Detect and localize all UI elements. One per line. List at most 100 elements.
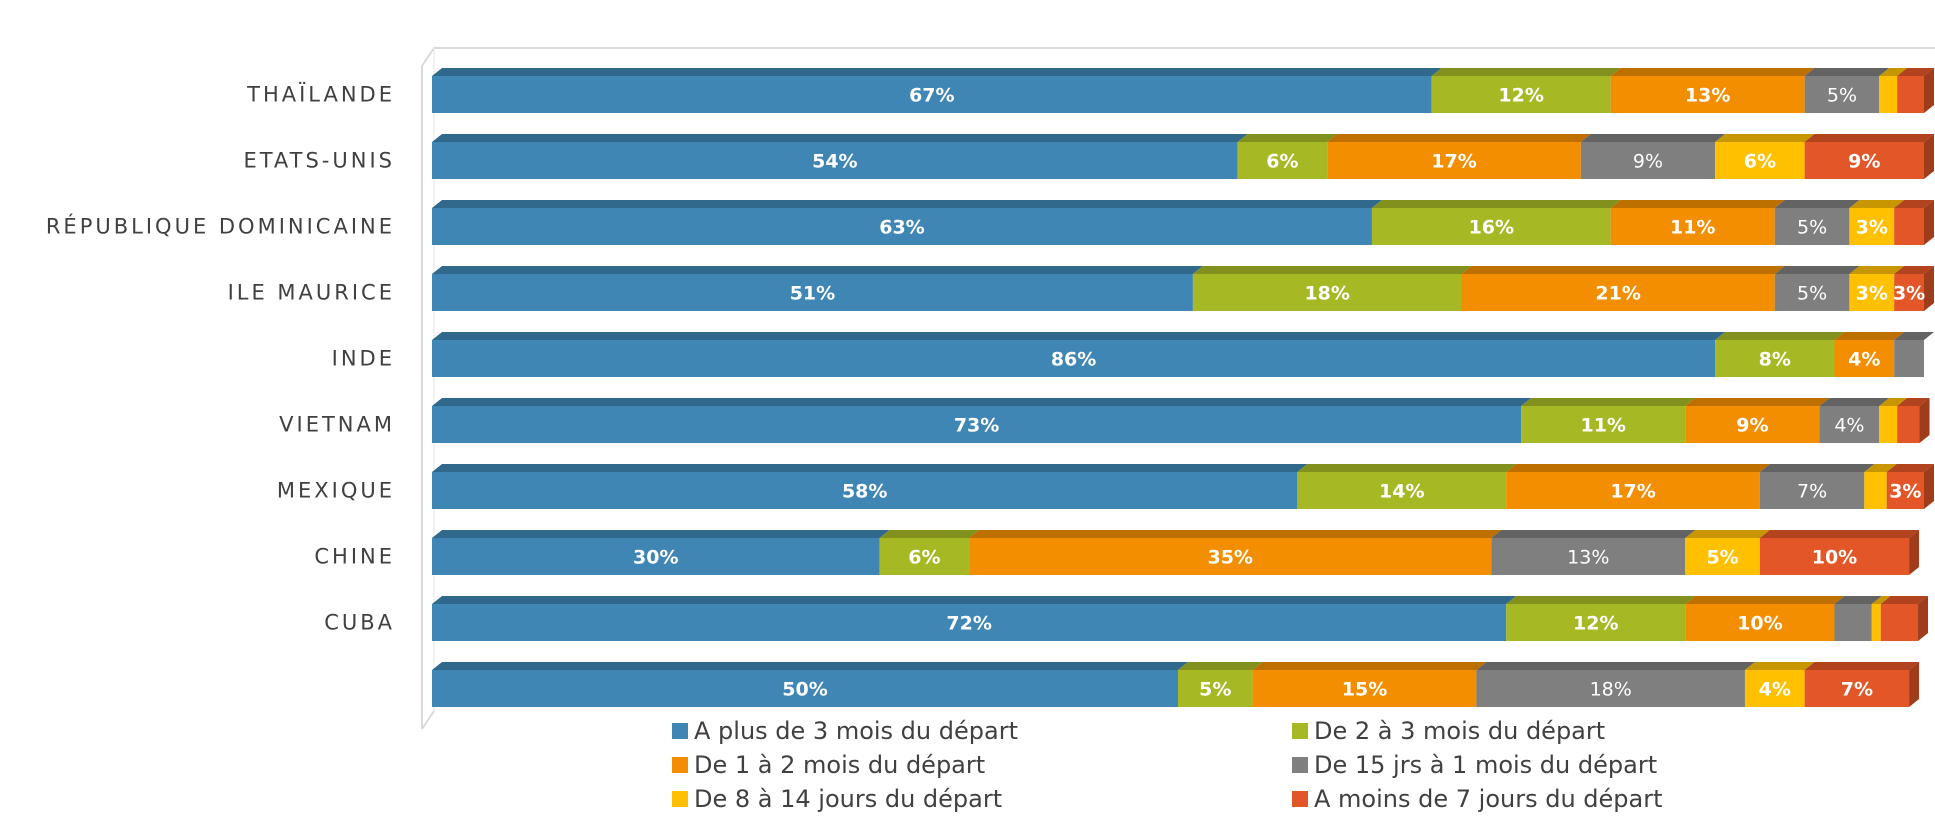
bar-segment [1894,332,1934,377]
category-label: CUBA [324,611,395,635]
category-label: ETATS-UNIS [243,149,395,173]
bar-segment-top [1774,200,1860,208]
value-label: 18% [1590,679,1632,701]
bar-segment: 72% [432,596,1517,641]
bar-segment-top [1491,530,1696,538]
value-label: 10% [1737,613,1782,635]
bar-segment: 6% [1237,134,1338,179]
legend-item: A moins de 7 jours du départ [1292,783,1772,815]
value-label: 5% [1706,547,1738,569]
bar-segment-front [1897,406,1920,443]
legend-swatch [1292,723,1308,739]
bar-segment-front [1880,604,1919,641]
bar-segment-top [1834,596,1882,604]
bar-segment-top [432,398,1532,406]
bar-segment: 9% [1804,134,1934,179]
bar-segment-front [1715,142,1805,179]
legend-label: De 2 à 3 mois du départ [1314,717,1606,745]
bar-segment-top [1715,332,1845,340]
category-label: RÉPUBLIQUE DOMINICAINE [46,214,395,239]
bar-segment: 9% [1685,398,1830,443]
bar-segment-top [1237,134,1338,142]
bar-side-face [1918,596,1929,641]
bar-segment-front [1819,406,1880,443]
bar-segment-top [1894,266,1934,274]
bar-segment-front [1178,670,1253,707]
bar-segment-top [432,68,1442,76]
bar-row: 67% 12% 13% 5% [432,68,1934,113]
value-label: 17% [1431,151,1476,173]
bar-segment [1894,200,1934,245]
bar-segment-front [1506,604,1686,641]
bar-segment-front [1580,142,1716,179]
bar-segment-top [1894,332,1934,340]
bar-segment-top [432,266,1203,274]
legend-swatch [672,757,688,773]
bar-segment: 14% [1297,464,1517,509]
value-label: 5% [1797,217,1827,239]
value-label: 73% [954,415,999,437]
bar-segment: 3% [1886,464,1934,509]
bar-segment-front [1297,472,1507,509]
bar-segment-front [1834,340,1895,377]
bar-segment-top [1804,134,1934,142]
bar-segment-front [1610,208,1775,245]
bar-segment-front [1715,340,1835,377]
bar-segment: 6% [879,530,980,575]
value-label: 11% [1580,415,1625,437]
bar-segment: 54% [432,134,1248,179]
bar-segment-front [432,340,1716,377]
bar-segment-front [1849,274,1895,311]
bar-segment-front [1804,76,1880,113]
value-label: 12% [1498,85,1543,107]
legend-label: De 8 à 14 jours du départ [694,785,1003,813]
category-label: THAÏLANDE [246,82,395,107]
bar-segment: 12% [1431,68,1621,113]
bar-segment-front [432,406,1522,443]
bar-segment-top [1849,200,1905,208]
bar-segment-top [1774,266,1860,274]
bars-group: 67% 12% 13% 5%54% 6% 17% 9% 6% 9%63% 16% 11% 5% 3%51… [432,68,1934,707]
bar-segment-top [1894,200,1934,208]
value-label: 17% [1610,481,1655,503]
bar-segment-top [1506,596,1696,604]
bar-segment-front [879,538,970,575]
value-label: 11% [1670,217,1715,239]
bar-segment-front [1521,406,1686,443]
bar-segment-front [432,472,1298,509]
value-label: 86% [1051,349,1096,371]
value-label: 3% [1856,283,1888,305]
value-label: 10% [1812,547,1857,569]
value-label: 63% [879,217,924,239]
bar-segment-front [969,538,1492,575]
bar-side-face [1924,68,1934,113]
bar-segment-top [1715,134,1815,142]
value-label: 9% [1633,151,1663,173]
bar-side-face [1924,200,1934,245]
value-label: 3% [1893,283,1925,305]
value-label: 3% [1856,217,1888,239]
bar-segment: 73% [432,398,1532,443]
legend-item: De 8 à 14 jours du départ [672,783,1292,815]
bar-segment-front [1685,604,1835,641]
legend-swatch [672,791,688,807]
bar-row: 51% 18% 21% 5% 3% 3% [432,266,1934,311]
bar-side-face [1909,662,1920,707]
bar-segment-front [1327,142,1581,179]
bar-segment [1879,398,1908,443]
bar-segment-front [1610,76,1805,113]
bar-segment-front [1759,472,1865,509]
bar-row: 72% 12% 10% [432,596,1929,641]
legend-label: De 1 à 2 mois du départ [694,751,986,779]
bar-segment-front [1834,604,1872,641]
bar-row: 50% 5% 15% 18% 4% 7% [432,662,1920,707]
bar-segment-top [1192,266,1472,274]
legend-label: A plus de 3 mois du départ [694,717,1018,745]
bar-segment-front [432,538,880,575]
bar-segment-top [1610,68,1815,76]
bar-segment-top [1178,662,1263,670]
bar-segment-top [432,134,1248,142]
bar-segment-front [1371,208,1611,245]
bar-segment: 5% [1774,266,1860,311]
bar-segment: 13% [1491,530,1696,575]
